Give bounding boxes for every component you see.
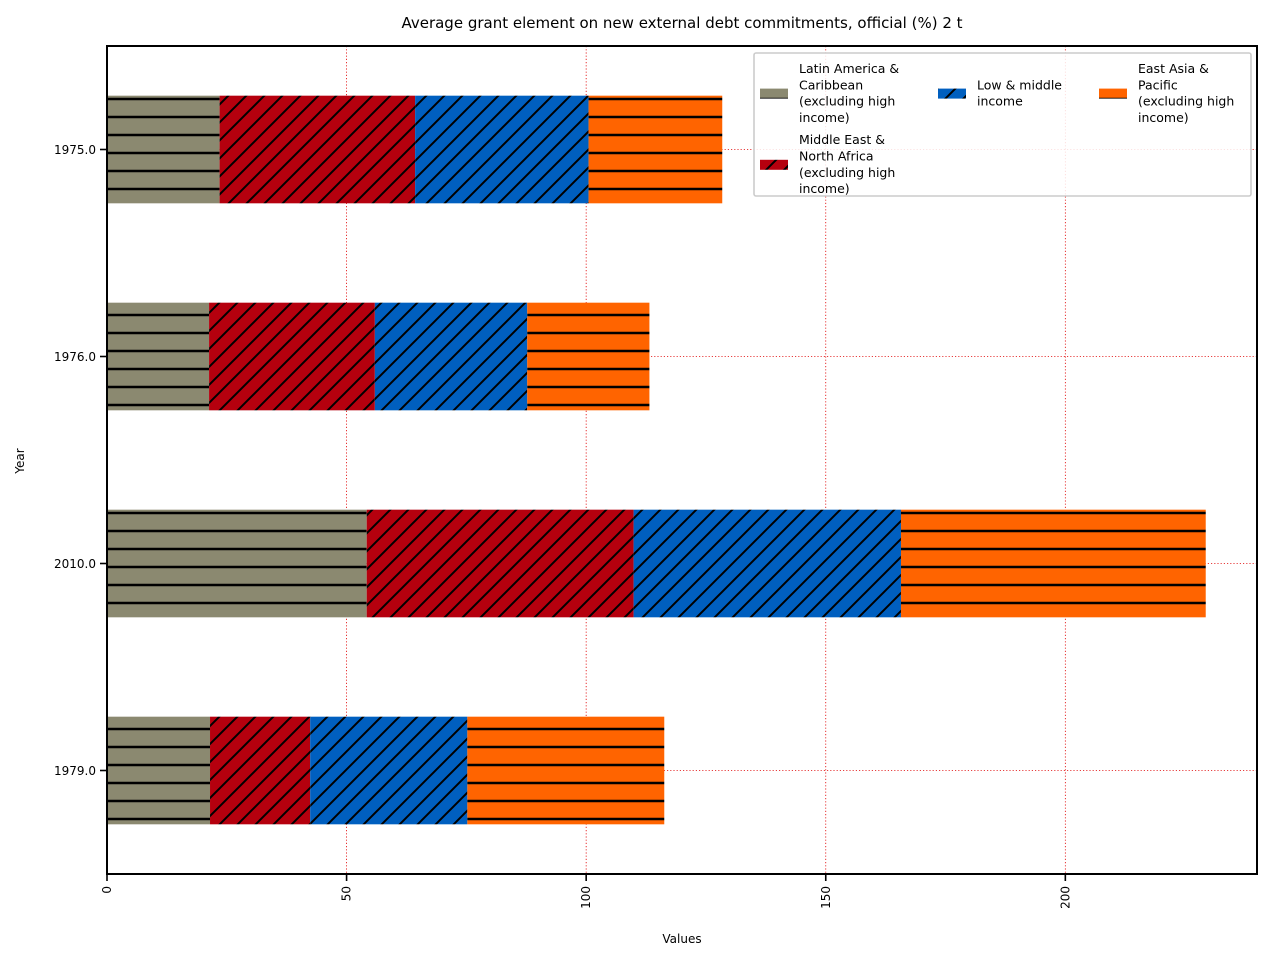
legend-entry: Latin America & Caribbean (excluding high i…: [799, 61, 899, 125]
x-tick-label: 50: [340, 886, 354, 901]
legend-swatch: [760, 88, 788, 99]
bar-segment: [633, 509, 901, 618]
bar-segment: [209, 302, 375, 411]
chart-title: Average grant element on new external de…: [401, 14, 962, 32]
bar-segment: [107, 95, 220, 204]
legend-entry: Low & middle income: [977, 77, 1062, 108]
bar-segment: [107, 302, 210, 411]
bar-segment: [107, 509, 367, 618]
legend-swatch: [760, 159, 788, 170]
plot-frame: [106, 45, 1258, 875]
bar-segment: [415, 95, 589, 204]
y-tick-label: 2010.0: [54, 557, 96, 571]
axes: 0 50 100 150 200 1975.0 1976.0 2010.0 1979.0: [54, 45, 1258, 909]
legend-entry: East Asia & Pacific (excluding high income): [1138, 61, 1234, 125]
y-tick-label: 1975.0: [54, 143, 96, 157]
x-axis-label: Values: [662, 932, 701, 946]
x-tick-label: 150: [819, 886, 833, 909]
x-tick-label: 0: [100, 886, 114, 894]
x-tick-label: 100: [579, 886, 593, 909]
bar-segment: [467, 716, 665, 825]
bar-segment: [374, 302, 528, 411]
bar-segment: [210, 716, 311, 825]
y-axis-label: Year: [13, 448, 27, 474]
bars: [107, 95, 1206, 825]
legend: Latin America & Caribbean (excluding high i…: [753, 52, 1252, 197]
legend-entry: Middle East & North Africa (excluding high…: [799, 132, 895, 196]
bar-segment: [310, 716, 468, 825]
bar-segment: [588, 95, 723, 204]
bar-segment: [900, 509, 1206, 618]
legend-swatch: [1099, 88, 1127, 99]
y-tick-label: 1979.0: [54, 764, 96, 778]
bar-segment: [107, 716, 211, 825]
legend-swatch: [938, 88, 966, 99]
y-tick-label: 1976.0: [54, 350, 96, 364]
bar-segment: [219, 95, 416, 204]
x-tick-label: 200: [1058, 886, 1072, 909]
bar-segment: [527, 302, 650, 411]
bar-segment: [366, 509, 634, 618]
